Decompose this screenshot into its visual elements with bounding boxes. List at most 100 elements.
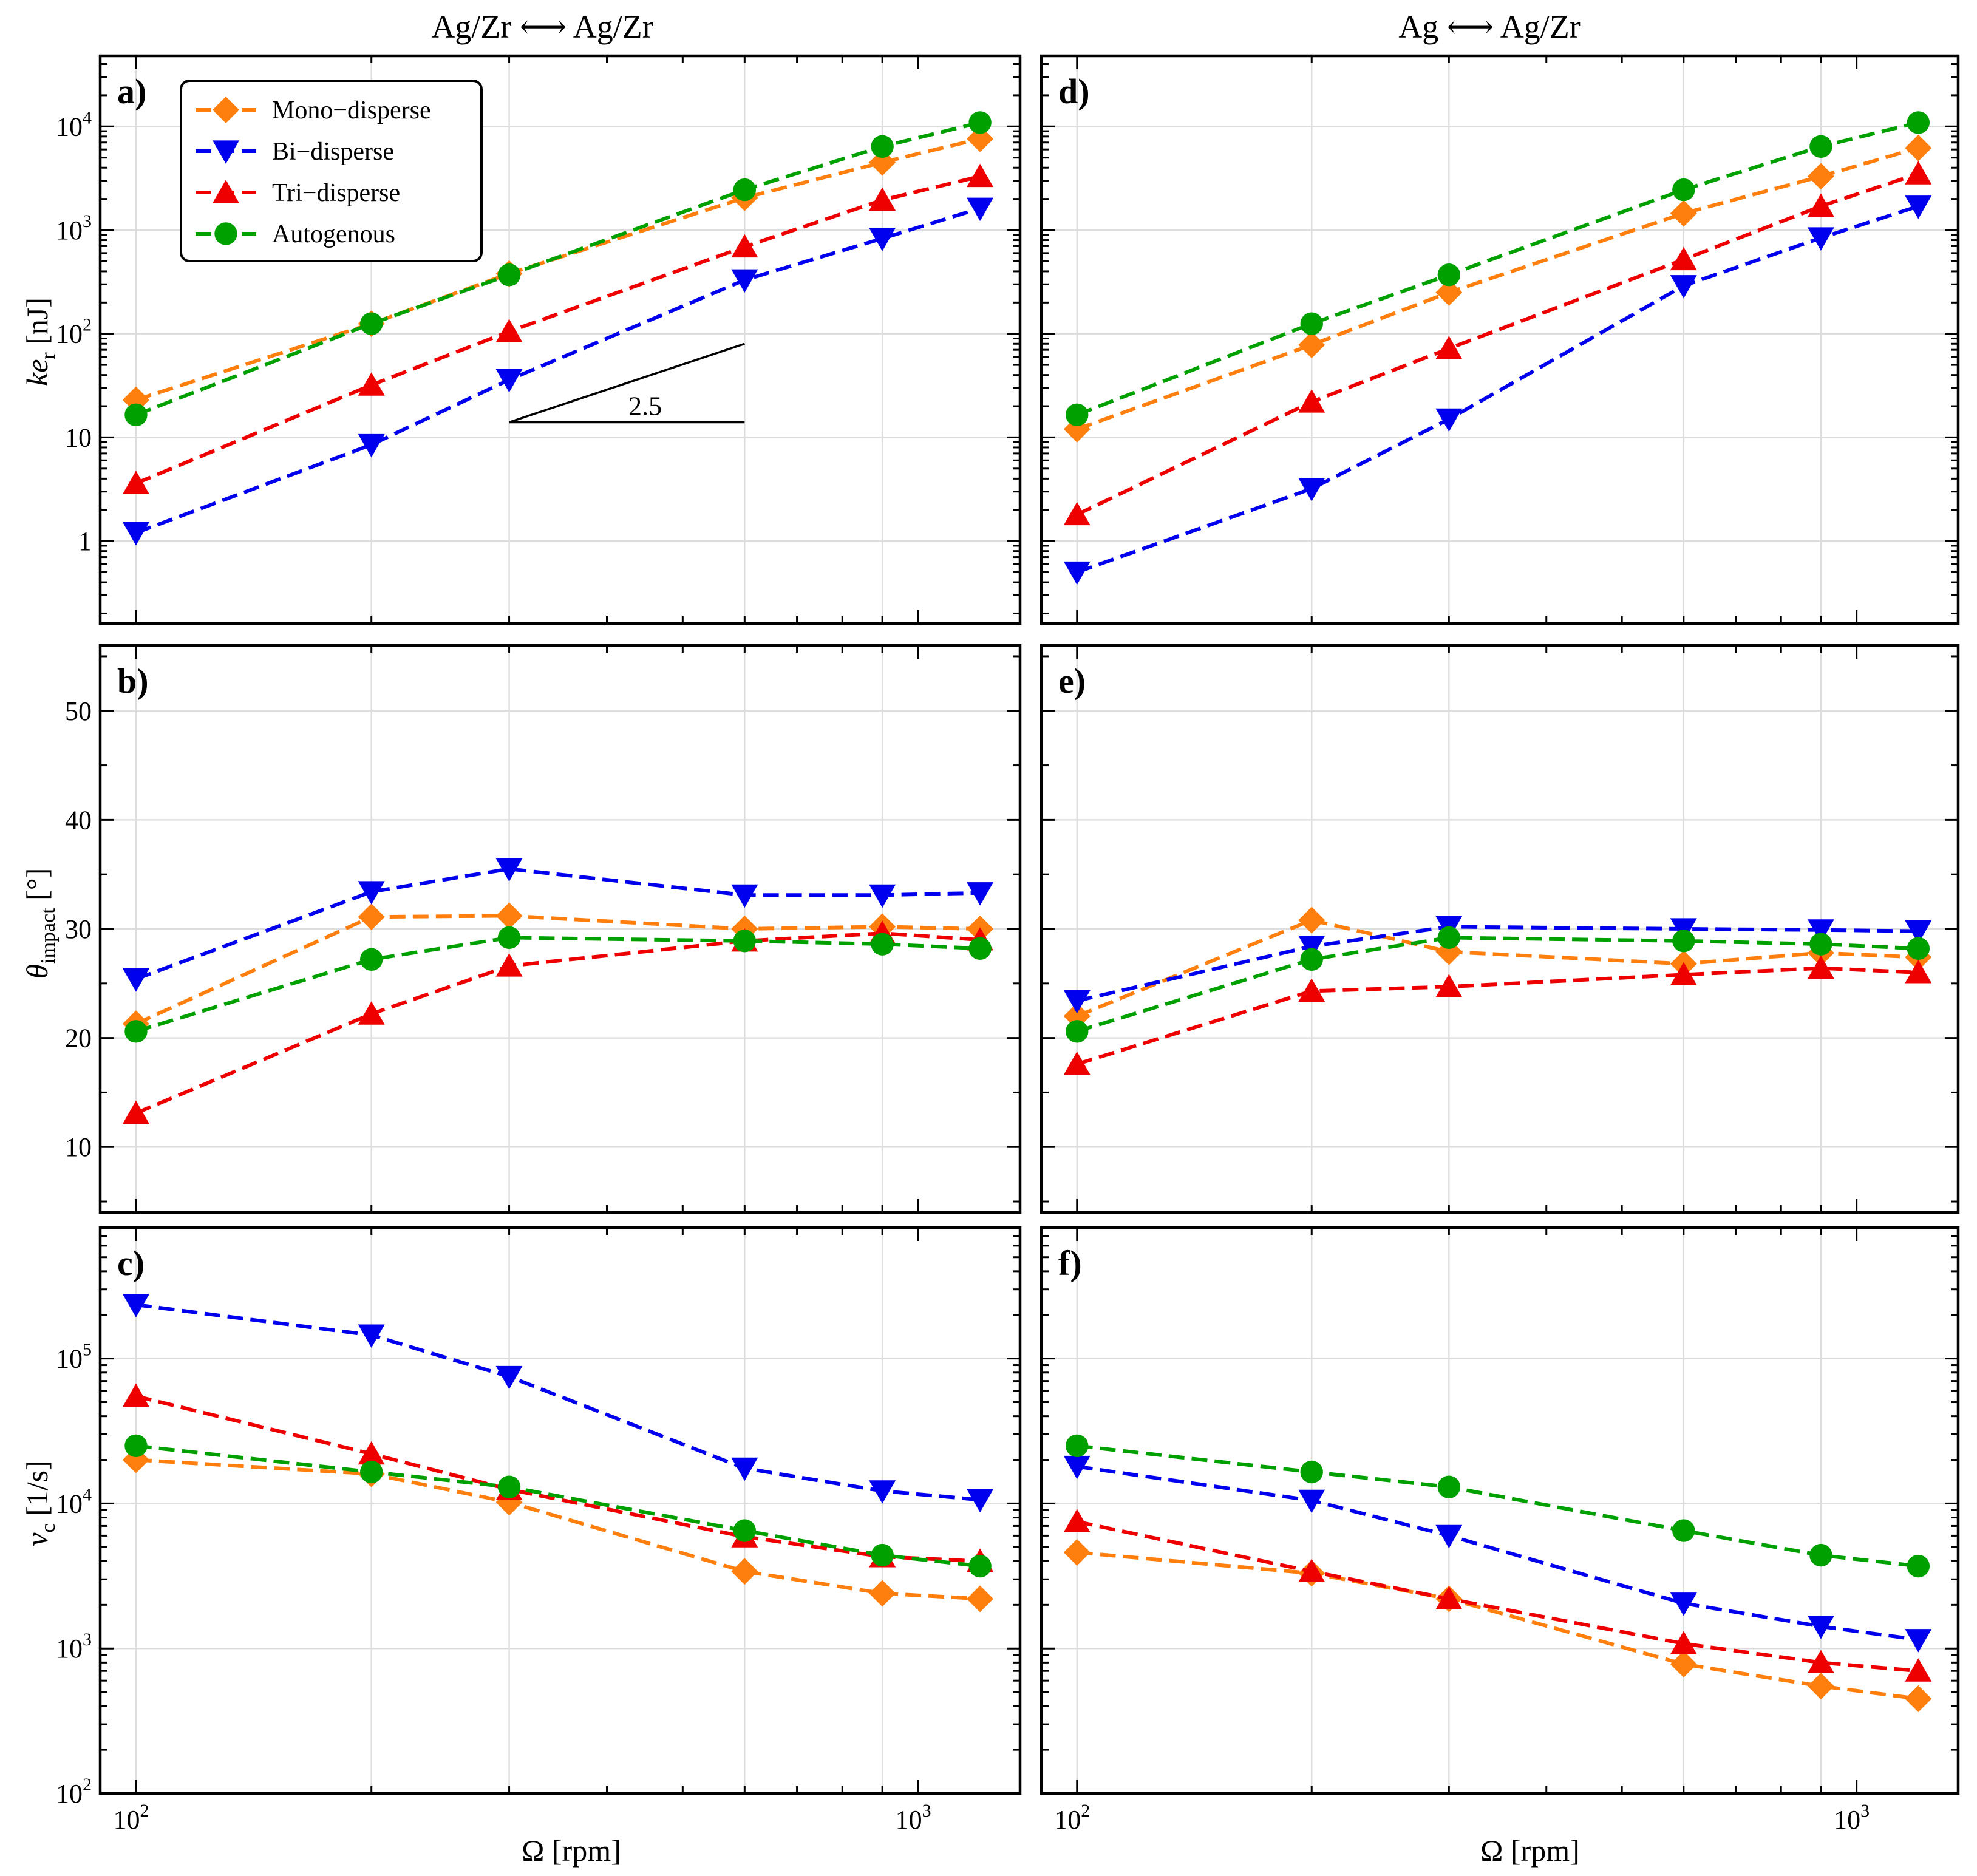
x-axis-label-right: Ω [rpm] [1480, 1834, 1580, 1868]
y-tick-label: 104 [56, 107, 92, 141]
data-point-bi [1670, 275, 1697, 299]
data-point-tri [1298, 978, 1325, 1002]
series-line-tri [1077, 1520, 1919, 1673]
panel-c: 102 103 104 105 102 103 c) [56, 1226, 1022, 1835]
legend-label: Bi−disperse [272, 138, 394, 166]
data-point-tri [122, 1383, 149, 1407]
data-point-bi [869, 228, 896, 251]
y-tick-label: 10 [65, 423, 92, 452]
panel-a: 1 10 102 103 104 a) 2.5 [56, 54, 1022, 625]
y-tick-label: 10 [65, 1132, 92, 1162]
data-point-bi [1298, 936, 1325, 959]
data-point-bi [731, 269, 758, 293]
series-line-tri [135, 174, 981, 485]
series-line-tri [1076, 966, 1919, 1066]
x-tick-label: 102 [113, 1801, 149, 1835]
y-tick-label: 102 [56, 315, 92, 349]
legend-marker [214, 222, 237, 245]
data-point-mono [1807, 163, 1834, 190]
data-point-mono [1670, 200, 1697, 227]
data-point-bi [1905, 1629, 1932, 1653]
data-point-tri [1298, 389, 1325, 413]
data-point-mono [1670, 1650, 1697, 1677]
legend-item-mono: Mono−disperse [196, 97, 431, 124]
data-point-bi [122, 968, 149, 992]
data-point-tri [495, 953, 523, 977]
data-point-auto [360, 948, 383, 971]
data-point-tri [1063, 1509, 1091, 1532]
series-line-auto [1076, 120, 1919, 417]
series-line-auto [135, 120, 981, 417]
data-point-mono [1298, 906, 1325, 934]
data-point-tri [1807, 193, 1834, 217]
series-line-bi [135, 1303, 981, 1502]
data-point-tri [1298, 1558, 1325, 1582]
series-line-mono [135, 1458, 981, 1601]
legend-item-auto: Autogenous [196, 220, 395, 248]
data-point-tri [1435, 974, 1463, 997]
data-point-auto [733, 178, 757, 202]
slope-triangle [509, 342, 745, 424]
legend-item-tri: Tri−disperse [196, 179, 400, 207]
data-point-mono [495, 902, 523, 930]
data-point-auto [1907, 937, 1930, 960]
data-point-tri [1435, 1586, 1463, 1610]
plot-frame [1040, 1226, 1960, 1795]
series-line-tri [1076, 172, 1919, 517]
data-point-auto [968, 1554, 992, 1578]
data-point-auto [1672, 1519, 1695, 1542]
data-point-mono [967, 125, 994, 152]
data-point-bi [122, 522, 149, 546]
legend: Mono−disperse Bi−disperse Tri−disperse Auto… [180, 80, 483, 262]
data-point-bi [869, 1480, 896, 1504]
y-tick-label: 50 [65, 696, 92, 726]
y-tick-label: 103 [56, 1630, 92, 1664]
data-point-auto [968, 111, 992, 134]
x-tick-label: 102 [1054, 1801, 1090, 1835]
y-axis-label-theta: θimpact [°] [20, 868, 60, 979]
y-tick-label: 40 [65, 805, 92, 835]
data-point-bi [122, 1294, 149, 1317]
series-line-mono [135, 914, 981, 1026]
data-point-tri [731, 234, 758, 258]
data-point-auto [1300, 312, 1323, 335]
data-point-bi [495, 369, 523, 393]
data-point-auto [1300, 948, 1323, 971]
data-point-auto [360, 1460, 383, 1484]
data-point-tri [358, 372, 385, 396]
x-axis-label-left: Ω [rpm] [522, 1834, 621, 1868]
data-point-auto [733, 1519, 757, 1542]
data-point-auto [1437, 263, 1461, 287]
data-point-bi [967, 882, 994, 906]
data-point-tri [122, 471, 149, 494]
data-point-auto [1437, 926, 1461, 950]
data-point-auto [1066, 1434, 1089, 1458]
data-point-tri [1063, 1051, 1091, 1075]
plot-frame [98, 1226, 1022, 1795]
data-point-tri [358, 1441, 385, 1465]
panel-label: a) [117, 72, 146, 111]
column-title-right: Ag ⟷ Ag/Zr [1398, 8, 1580, 45]
data-point-tri [967, 163, 994, 188]
data-point-bi [967, 197, 994, 222]
y-tick-label: 20 [65, 1024, 92, 1053]
data-point-auto [1066, 403, 1089, 426]
data-point-mono [869, 1580, 896, 1607]
series-line-auto [135, 936, 981, 1033]
data-point-auto [1672, 178, 1695, 202]
data-point-bi [1807, 1616, 1834, 1639]
data-point-auto [871, 135, 894, 158]
data-point-auto [1907, 1554, 1930, 1578]
series-line-tri [135, 931, 981, 1115]
data-point-auto [360, 312, 383, 335]
slope-annotation: 2.5 [628, 391, 662, 421]
column-title-left: Ag/Zr ⟷ Ag/Zr [431, 8, 653, 45]
series-line-tri [135, 1394, 981, 1563]
panel-label: f) [1058, 1243, 1082, 1283]
data-point-auto [124, 1434, 148, 1458]
data-point-auto [968, 937, 992, 960]
data-point-mono [1807, 1673, 1834, 1700]
legend-label: Tri−disperse [272, 179, 400, 207]
